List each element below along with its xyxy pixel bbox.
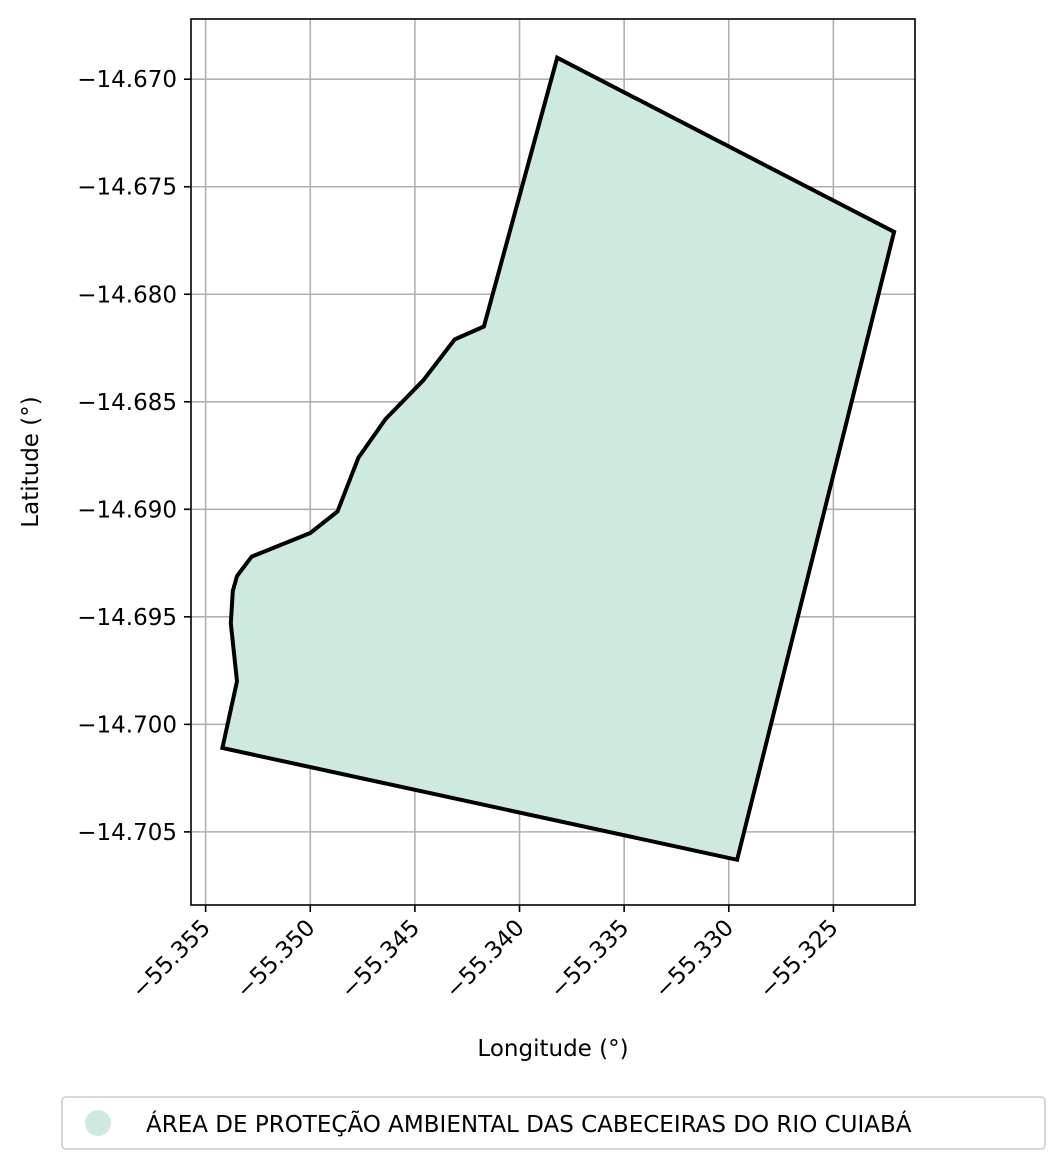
area-polygon[interactable] xyxy=(220,54,897,863)
legend-label: ÁREA DE PROTEÇÃO AMBIENTAL DAS CABECEIRA… xyxy=(146,1110,912,1138)
legend-marker xyxy=(85,1110,111,1136)
y-tick-label: −14.670 xyxy=(77,67,177,93)
y-tick-label: −14.680 xyxy=(77,282,177,308)
y-tick-label: −14.685 xyxy=(77,390,177,416)
y-tick-label: −14.700 xyxy=(77,712,177,738)
y-tick-label: −14.690 xyxy=(77,497,177,523)
y-axis-ticks: −14.670 −14.675 −14.680 −14.685 −14.690 −14.6… xyxy=(77,67,191,846)
y-axis-label: Latitude (°) xyxy=(18,396,44,527)
legend: ÁREA DE PROTEÇÃO AMBIENTAL DAS CABECEIRA… xyxy=(61,1096,1046,1150)
y-tick-label: −14.695 xyxy=(77,605,177,631)
legend-frame xyxy=(61,1096,1046,1150)
y-tick-label: −14.675 xyxy=(77,175,177,201)
x-axis-label: Longitude (°) xyxy=(477,1036,628,1062)
y-tick-label: −14.705 xyxy=(77,820,177,846)
plot-frame xyxy=(190,18,916,906)
